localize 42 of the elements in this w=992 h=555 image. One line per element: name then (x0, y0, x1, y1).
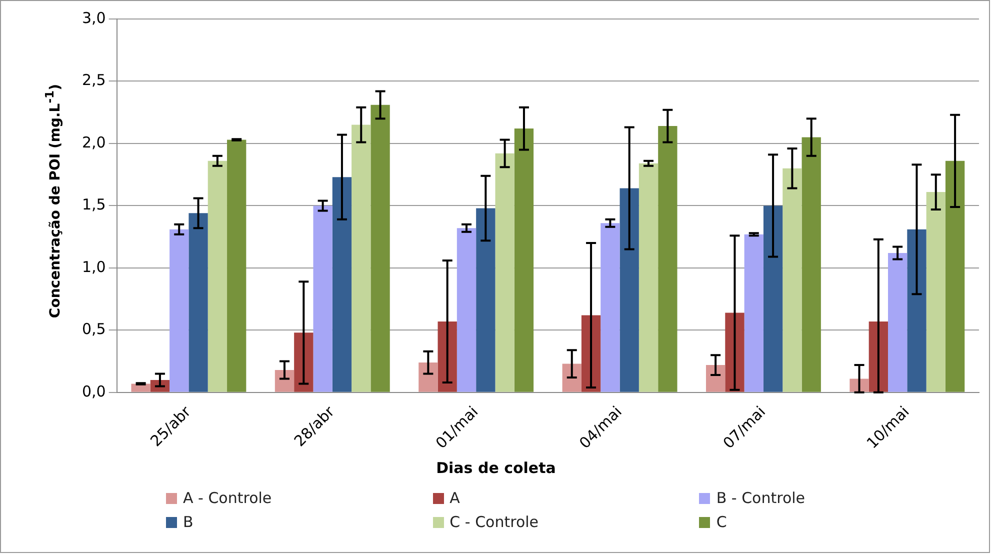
bar (514, 128, 534, 392)
legend-label: C (716, 513, 727, 531)
bar (658, 126, 678, 392)
legend-label: B - Controle (716, 489, 806, 507)
bar (945, 160, 965, 392)
bar (600, 223, 620, 392)
y-tick-label: 1,0 (82, 258, 106, 276)
bar (744, 234, 764, 392)
bar (495, 153, 514, 392)
y-tick-label: 0,5 (82, 320, 106, 338)
y-tick-label: 3,0 (82, 8, 106, 27)
bar (888, 253, 908, 392)
bar (313, 206, 332, 392)
bar (208, 160, 228, 392)
bar (562, 364, 582, 392)
legend-label: B (183, 513, 194, 531)
bar (352, 124, 371, 392)
bar (706, 365, 726, 392)
bar (227, 140, 246, 392)
bar (907, 229, 926, 392)
bar (782, 168, 802, 392)
bar (620, 188, 639, 392)
bar (926, 192, 946, 392)
y-tick-label: 1,5 (82, 196, 106, 214)
y-tick-label: 2,5 (82, 71, 106, 90)
bar (188, 213, 208, 392)
bar (418, 362, 438, 392)
bar (332, 177, 352, 392)
legend-label: C - Controle (450, 513, 539, 531)
legend-label: A - Controle (183, 489, 272, 507)
x-axis-title: Dias de coleta (435, 459, 557, 477)
bar (370, 104, 390, 392)
bar (763, 206, 783, 392)
bar (638, 163, 658, 392)
bar (802, 137, 821, 392)
bar (274, 370, 294, 392)
legend-label: A (450, 489, 460, 507)
y-tick-label: 0,0 (82, 382, 106, 400)
bar (476, 208, 496, 392)
y-tick-label: 2,0 (82, 133, 106, 152)
bar (170, 229, 189, 392)
bar (456, 228, 476, 392)
